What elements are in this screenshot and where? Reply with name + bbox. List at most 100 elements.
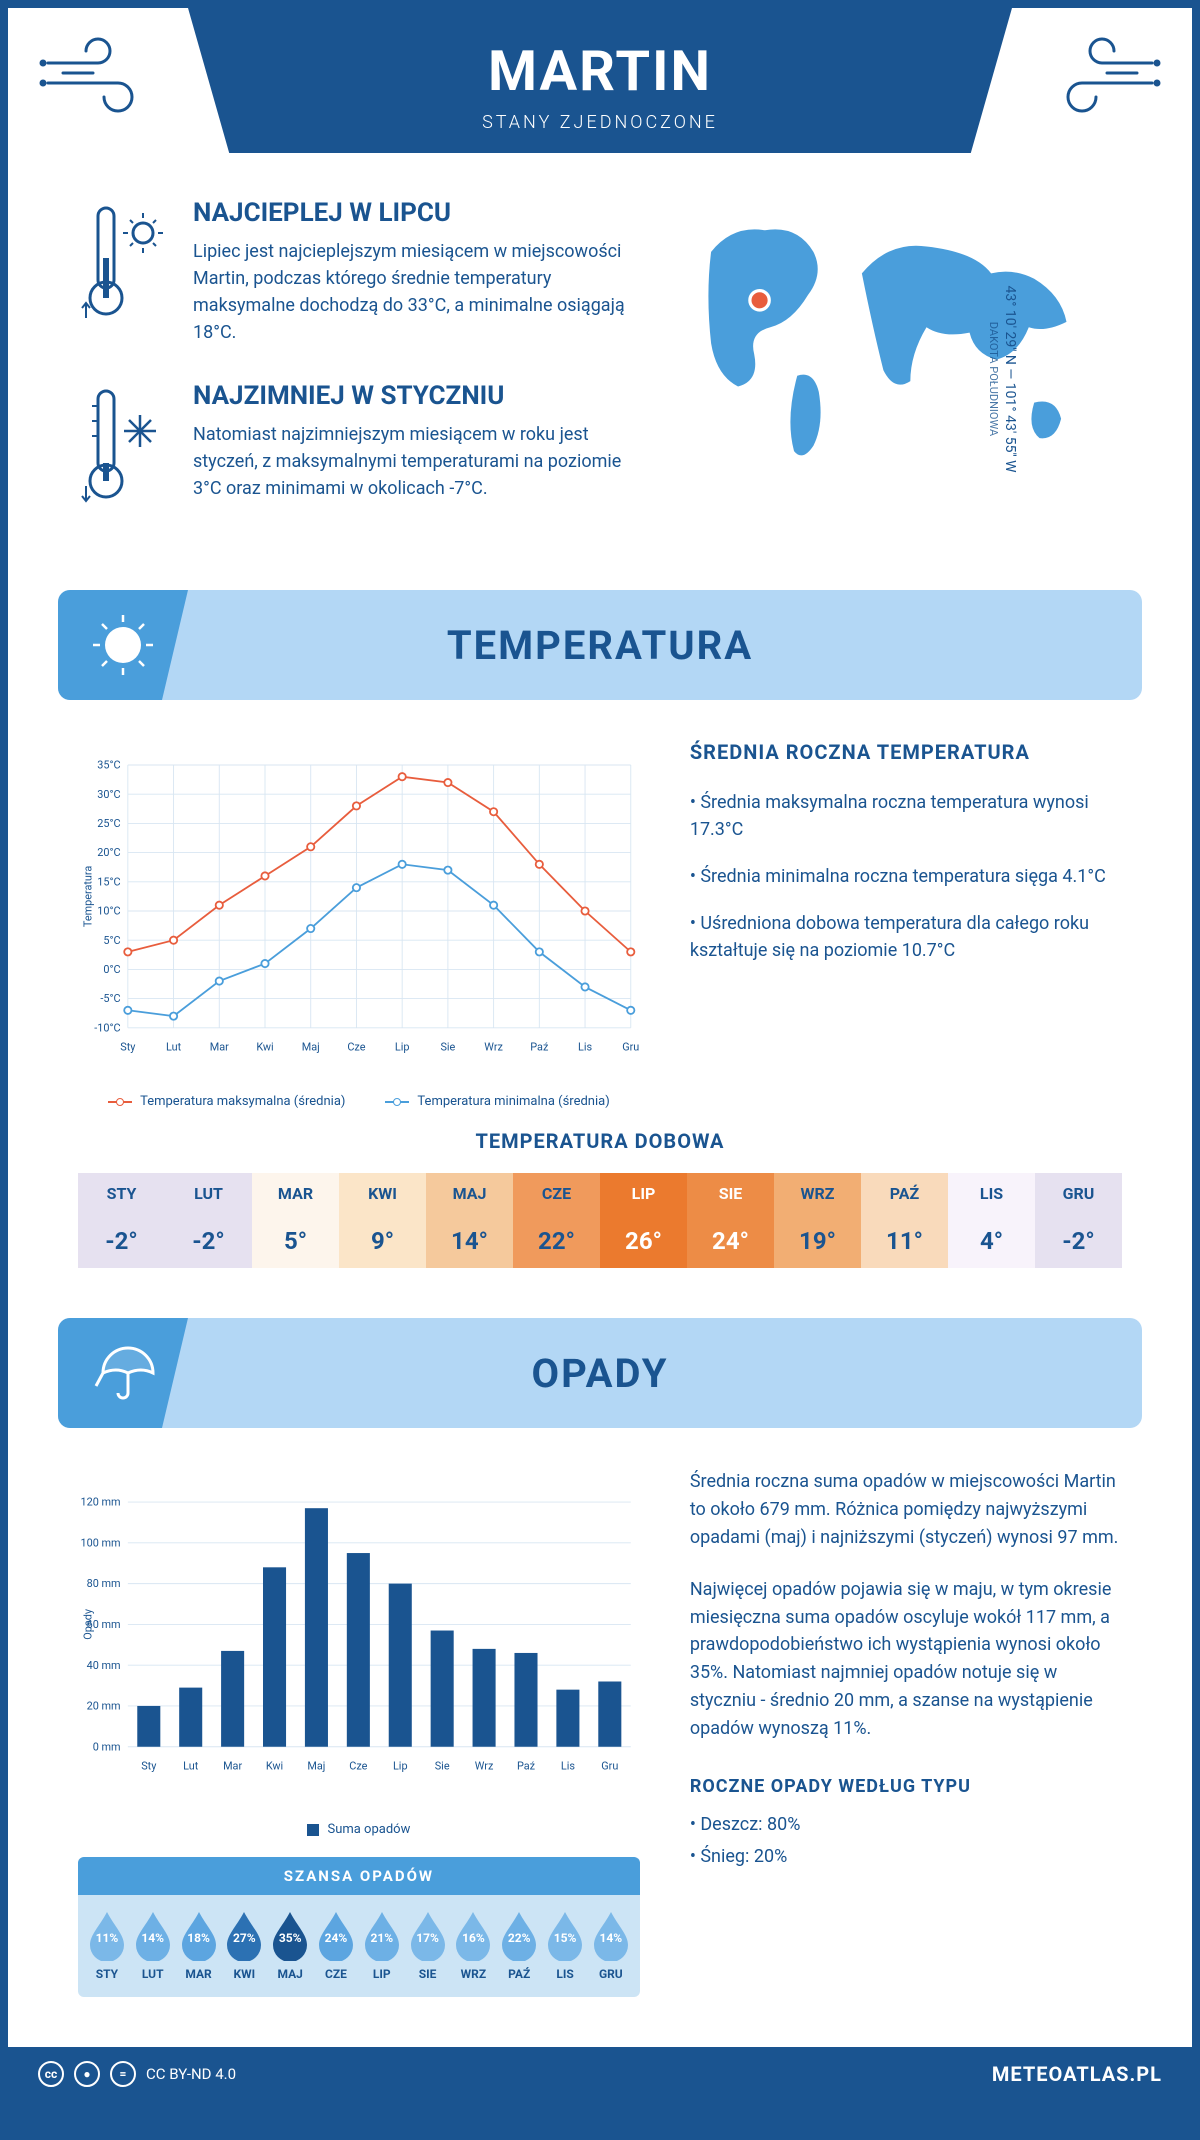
svg-text:Mar: Mar	[223, 1759, 242, 1772]
rain-chance-title: SZANSA OPADÓW	[78, 1857, 640, 1895]
world-map-icon	[666, 198, 1122, 478]
rain-drop: 35% MAJ	[268, 1909, 313, 1981]
temperature-stats: ŚREDNIA ROCZNA TEMPERATURA • Średnia mak…	[690, 740, 1122, 1109]
svg-text:Wrz: Wrz	[475, 1759, 494, 1772]
coords: 43° 10' 29'' N — 101° 43' 55'' W DAKOTA …	[986, 239, 1018, 519]
precip-chart: 0 mm20 mm40 mm60 mm80 mm100 mm120 mmStyL…	[78, 1468, 640, 1997]
precip-title: OPADY	[58, 1350, 1142, 1397]
svg-text:Sty: Sty	[120, 1040, 135, 1053]
cold-block: NAJZIMNIEJ W STYCZNIU Natomiast najzimni…	[78, 381, 626, 525]
svg-text:30°C: 30°C	[97, 788, 120, 801]
svg-text:Lis: Lis	[561, 1759, 575, 1772]
svg-text:0°C: 0°C	[103, 963, 120, 976]
temp-cell: GRU -2°	[1035, 1173, 1122, 1268]
header-title-block: MARTIN STANY ZJEDNOCZONE	[188, 8, 1012, 153]
svg-text:Lip: Lip	[393, 1759, 408, 1772]
cold-text: Natomiast najzimniejszym miesiącem w rok…	[193, 421, 626, 502]
precip-snow: • Śnieg: 20%	[690, 1843, 1122, 1871]
hot-title: NAJCIEPLEJ W LIPCU	[193, 198, 626, 228]
city-title: MARTIN	[208, 38, 992, 104]
svg-text:5°C: 5°C	[103, 934, 120, 947]
temperature-title: TEMPERATURA	[58, 622, 1142, 669]
precip-text: Średnia roczna suma opadów w miejscowośc…	[690, 1468, 1122, 1997]
temp-cell: LIP 26°	[600, 1173, 687, 1268]
temp-cell: STY -2°	[78, 1173, 165, 1268]
svg-text:40 mm: 40 mm	[87, 1659, 121, 1672]
header: MARTIN STANY ZJEDNOCZONE	[8, 8, 1192, 188]
svg-text:Maj: Maj	[307, 1759, 325, 1772]
rain-chance: SZANSA OPADÓW 11% STY 14% LUT 18% MAR 27…	[78, 1857, 640, 1997]
rain-drop: 22% PAŹ	[497, 1909, 542, 1981]
legend-precip: Suma opadów	[307, 1822, 410, 1837]
svg-text:Paź: Paź	[530, 1040, 549, 1053]
temperature-banner: TEMPERATURA	[58, 590, 1142, 700]
rain-drop: 11% STY	[84, 1909, 129, 1981]
svg-text:-10°C: -10°C	[94, 1021, 120, 1034]
map-block: 43° 10' 29'' N — 101° 43' 55'' W DAKOTA …	[666, 198, 1122, 560]
temperature-chart: -10°C-5°C0°C5°C10°C15°C20°C25°C30°C35°CS…	[78, 740, 640, 1109]
precip-banner: OPADY	[58, 1318, 1142, 1428]
svg-text:Sie: Sie	[435, 1759, 450, 1772]
umbrella-icon	[58, 1318, 188, 1428]
brand-text: METEOATLAS.PL	[992, 2062, 1162, 2086]
temp-stat-1: • Średnia maksymalna roczna temperatura …	[690, 789, 1122, 843]
temp-cell: LIS 4°	[948, 1173, 1035, 1268]
hot-block: NAJCIEPLEJ W LIPCU Lipiec jest najcieple…	[78, 198, 626, 346]
rain-drop: 21% LIP	[359, 1909, 404, 1981]
svg-text:Lis: Lis	[578, 1040, 592, 1053]
cold-title: NAJZIMNIEJ W STYCZNIU	[193, 381, 626, 411]
temp-cell: MAR 5°	[252, 1173, 339, 1268]
svg-text:Kwi: Kwi	[266, 1759, 283, 1772]
rain-drop: 16% WRZ	[451, 1909, 496, 1981]
svg-text:Wrz: Wrz	[484, 1040, 503, 1053]
temp-cell: LUT -2°	[165, 1173, 252, 1268]
nd-icon: =	[110, 2061, 136, 2087]
precip-rain: • Deszcz: 80%	[690, 1811, 1122, 1839]
svg-text:80 mm: 80 mm	[87, 1577, 121, 1590]
svg-text:0 mm: 0 mm	[93, 1740, 121, 1753]
sun-icon	[58, 590, 188, 700]
legend-min: Temperatura minimalna (średnia)	[385, 1094, 609, 1109]
wind-swirl-right-icon	[1012, 8, 1192, 148]
rain-drop: 18% MAR	[176, 1909, 221, 1981]
rain-drop: 27% KWI	[222, 1909, 267, 1981]
intro: NAJCIEPLEJ W LIPCU Lipiec jest najcieple…	[8, 188, 1192, 590]
svg-text:Temperatura: Temperatura	[82, 866, 95, 927]
temp-stat-2: • Średnia minimalna roczna temperatura s…	[690, 863, 1122, 890]
svg-text:Sie: Sie	[440, 1040, 455, 1053]
thermometer-snow-icon	[78, 381, 168, 525]
svg-text:20 mm: 20 mm	[87, 1700, 121, 1713]
footer: cc ● = CC BY-ND 4.0 METEOATLAS.PL	[8, 2047, 1192, 2101]
rain-drop: 24% CZE	[313, 1909, 358, 1981]
svg-text:100 mm: 100 mm	[81, 1536, 121, 1549]
daily-temperature: TEMPERATURA DOBOWA STY -2° LUT -2° MAR 5…	[8, 1129, 1192, 1318]
hot-text: Lipiec jest najcieplejszym miesiącem w m…	[193, 238, 626, 346]
temp-cell: WRZ 19°	[774, 1173, 861, 1268]
svg-text:Gru: Gru	[622, 1040, 639, 1053]
svg-text:Lut: Lut	[183, 1759, 199, 1772]
svg-text:120 mm: 120 mm	[81, 1496, 121, 1509]
temp-cell: KWI 9°	[339, 1173, 426, 1268]
rain-drop: 17% SIE	[405, 1909, 450, 1981]
license-text: CC BY-ND 4.0	[146, 2065, 236, 2083]
country-subtitle: STANY ZJEDNOCZONE	[208, 112, 992, 133]
by-icon: ●	[74, 2061, 100, 2087]
svg-text:20°C: 20°C	[97, 846, 120, 859]
svg-text:Sty: Sty	[141, 1759, 156, 1772]
precip-p1: Średnia roczna suma opadów w miejscowośc…	[690, 1468, 1122, 1552]
precip-p2: Najwięcej opadów pojawia się w maju, w t…	[690, 1576, 1122, 1743]
cc-icon: cc	[38, 2061, 64, 2087]
legend-max: Temperatura maksymalna (średnia)	[108, 1094, 345, 1109]
temp-stat-3: • Uśredniona dobowa temperatura dla całe…	[690, 910, 1122, 964]
svg-text:Mar: Mar	[210, 1040, 229, 1053]
temp-cell: CZE 22°	[513, 1173, 600, 1268]
svg-text:Kwi: Kwi	[256, 1040, 273, 1053]
svg-text:Paź: Paź	[517, 1759, 536, 1772]
wind-swirl-left-icon	[8, 8, 188, 148]
rain-drop: 14% LUT	[130, 1909, 175, 1981]
svg-text:Gru: Gru	[601, 1759, 618, 1772]
svg-text:15°C: 15°C	[97, 875, 120, 888]
svg-text:25°C: 25°C	[97, 817, 120, 830]
precip-type-title: ROCZNE OPADY WEDŁUG TYPU	[690, 1773, 1122, 1801]
svg-text:10°C: 10°C	[97, 905, 120, 918]
